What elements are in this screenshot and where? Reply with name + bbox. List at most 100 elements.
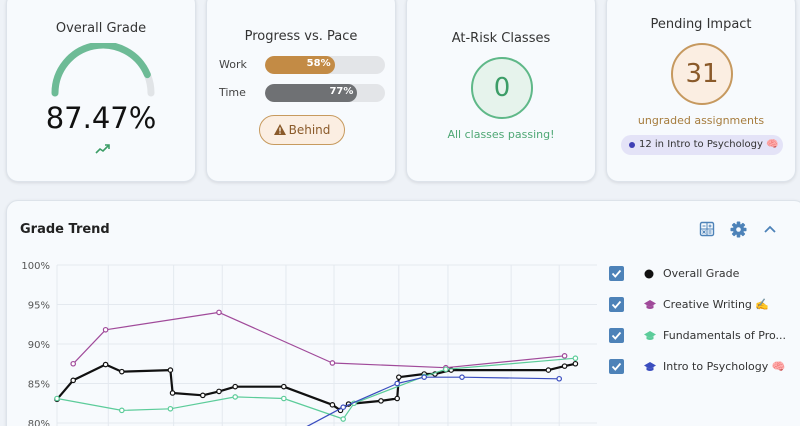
overall-grade-value: 87.47% <box>45 101 157 135</box>
data-point-overall-grade <box>394 395 401 402</box>
data-point-fundamentals <box>572 355 579 362</box>
data-point-intro-psychology <box>459 374 465 380</box>
data-point-overall-grade <box>169 390 176 396</box>
data-point-fundamentals <box>54 395 60 402</box>
data-point-overall-grade <box>167 367 174 373</box>
graduation-cap-icon <box>644 331 656 340</box>
check-icon <box>611 362 622 371</box>
data-point-fundamentals <box>340 416 347 422</box>
grade-trend-card: Grade Trend 100% 95% 90% 85% 80% Overall Gra… <box>6 200 800 426</box>
at-risk-card: At-Risk Classes 0 All classes passing! <box>406 0 596 182</box>
data-point-creative-writing <box>216 309 222 316</box>
check-icon <box>611 300 622 309</box>
data-point-overall-grade <box>200 392 206 399</box>
pending-impact-card: Pending Impact 31 ungraded assignments 1… <box>606 0 796 182</box>
at-risk-count: 0 <box>471 57 533 119</box>
grade-trend-title: Grade Trend <box>20 222 110 237</box>
data-point-overall-grade <box>280 383 287 390</box>
legend-label: Overall Grade <box>663 267 740 280</box>
check-icon <box>611 269 622 278</box>
data-point-creative-writing <box>70 360 76 367</box>
data-point-creative-writing <box>329 360 336 366</box>
legend-checkbox-creative[interactable] <box>609 297 624 312</box>
data-point-intro-psychology <box>421 374 428 380</box>
data-point-intro-psychology <box>394 380 401 387</box>
check-icon <box>611 331 622 340</box>
data-point-creative-writing <box>102 326 109 333</box>
gear-icon[interactable] <box>730 221 747 238</box>
graduation-cap-icon <box>644 300 656 309</box>
at-risk-title: At-Risk Classes <box>451 31 551 46</box>
series-line-overall-grade <box>56 362 576 412</box>
legend-checkbox-psychology[interactable] <box>609 359 624 374</box>
legend-label: Creative Writing ✍️ <box>663 298 770 311</box>
legend-item-psychology[interactable]: Intro to Psychology 🧠 <box>607 357 800 377</box>
series-line-fundamentals <box>56 357 576 420</box>
legend-checkbox-overall[interactable] <box>609 266 624 281</box>
data-point-overall-grade <box>329 402 336 408</box>
series-line-creative-writing <box>72 311 565 369</box>
work-progress-fill: 58% <box>265 56 335 74</box>
data-point-overall-grade <box>119 368 125 375</box>
pending-pill-text: 12 in Intro to Psychology 🧠 <box>639 139 779 150</box>
data-point-overall-grade <box>572 360 579 367</box>
pending-count: 31 <box>671 43 733 105</box>
behind-status-badge[interactable]: Behind <box>259 115 345 145</box>
data-point-intro-psychology <box>340 404 347 411</box>
pending-title: Pending Impact <box>650 17 752 32</box>
time-progress-row: Time 77% <box>219 83 389 103</box>
data-point-fundamentals <box>167 405 174 412</box>
work-percent: 58% <box>306 58 331 69</box>
calculator-icon[interactable] <box>699 221 715 237</box>
legend-label: Fundamentals of Pro... <box>663 329 787 342</box>
data-point-fundamentals <box>119 407 125 414</box>
behind-label: Behind <box>288 123 331 137</box>
chevron-up-icon[interactable] <box>763 223 777 235</box>
data-point-fundamentals <box>280 395 287 402</box>
legend-checkbox-fundamentals[interactable] <box>609 328 624 343</box>
overall-grade-title: Overall Grade <box>55 21 147 36</box>
data-point-overall-grade <box>102 361 109 368</box>
progress-title: Progress vs. Pace <box>244 29 358 44</box>
data-point-intro-psychology <box>556 375 563 382</box>
at-risk-message: All classes passing! <box>447 128 555 141</box>
y-tick-label: 95% <box>28 301 50 312</box>
legend-item-fundamentals[interactable]: Fundamentals of Pro... <box>607 326 800 346</box>
grade-trend-chart: 100% 95% 90% 85% 80% <box>21 261 597 426</box>
data-point-overall-grade <box>232 383 239 390</box>
time-progress-bar: 77% <box>265 84 385 102</box>
grade-gauge <box>51 43 155 97</box>
time-percent: 77% <box>329 86 354 97</box>
data-point-overall-grade <box>396 374 402 380</box>
work-progress-row: Work 58% <box>219 55 389 75</box>
data-point-overall-grade <box>561 363 568 369</box>
legend-label: Intro to Psychology 🧠 <box>663 360 786 373</box>
pending-subtitle: ungraded assignments <box>637 114 765 127</box>
graduation-cap-icon <box>644 362 656 371</box>
data-point-fundamentals <box>442 366 449 373</box>
y-tick-label: 85% <box>28 380 50 391</box>
time-label: Time <box>219 86 246 99</box>
overall-grade-card: Overall Grade 87.47% <box>6 0 196 182</box>
dot-icon <box>644 269 654 279</box>
data-point-creative-writing <box>561 353 568 359</box>
data-point-overall-grade <box>378 398 384 404</box>
data-point-fundamentals <box>232 394 239 400</box>
work-label: Work <box>219 58 247 71</box>
progress-pace-card: Progress vs. Pace Work 58% Time 77% Behi… <box>206 0 396 182</box>
work-progress-bar: 58% <box>265 56 385 74</box>
pill-dot <box>629 142 635 148</box>
time-progress-fill: 77% <box>265 84 358 102</box>
y-tick-label: 90% <box>28 340 50 351</box>
series-line-intro-psychology <box>306 376 560 426</box>
y-tick-label: 80% <box>28 419 50 426</box>
trending-up-icon <box>95 144 110 154</box>
pending-class-pill[interactable]: 12 in Intro to Psychology 🧠 <box>621 135 783 155</box>
data-point-overall-grade <box>70 377 76 384</box>
y-tick-label: 100% <box>21 261 50 272</box>
legend-item-creative[interactable]: Creative Writing ✍️ <box>607 295 800 315</box>
legend-item-overall[interactable]: Overall Grade <box>607 264 800 284</box>
warning-icon <box>273 124 286 135</box>
data-point-overall-grade <box>545 367 552 373</box>
data-point-overall-grade <box>216 388 222 395</box>
